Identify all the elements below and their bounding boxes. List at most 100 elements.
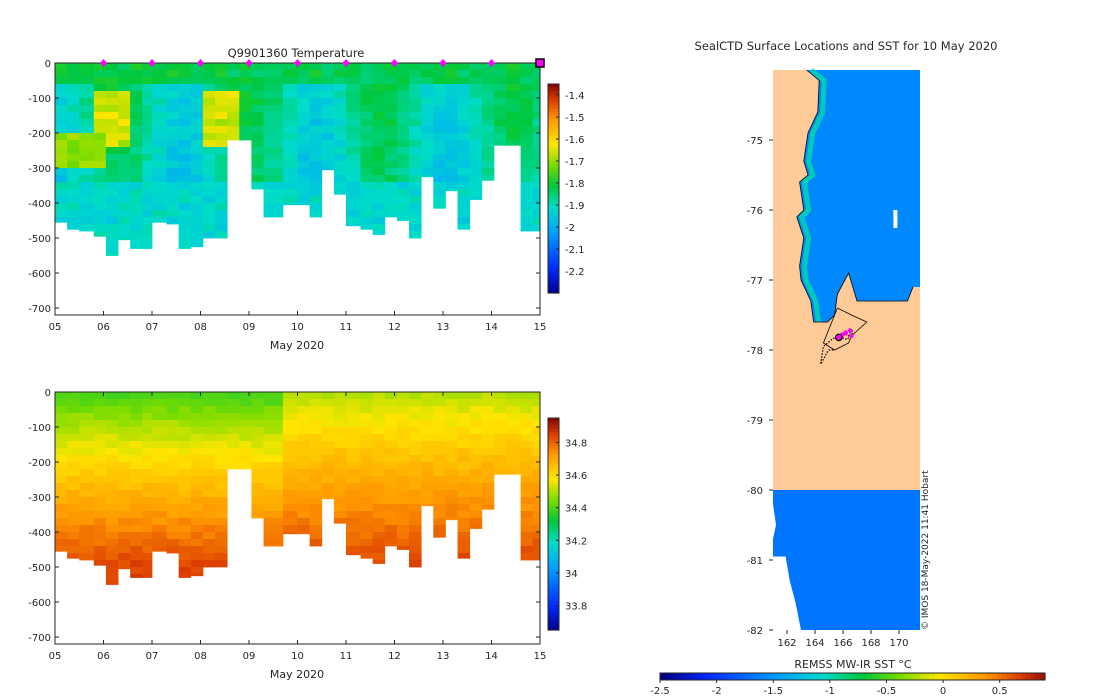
section-cell bbox=[93, 504, 107, 512]
colorbar-step bbox=[548, 545, 559, 550]
section-cell bbox=[481, 406, 495, 414]
section-cell bbox=[532, 161, 541, 169]
section-cell bbox=[384, 455, 398, 463]
section-cell bbox=[202, 77, 216, 85]
colorbar-step bbox=[548, 524, 559, 529]
section-cell bbox=[321, 392, 335, 400]
section-cell bbox=[130, 462, 143, 470]
section-cell bbox=[166, 217, 180, 225]
section-cell bbox=[346, 434, 361, 442]
section-cell bbox=[532, 210, 541, 218]
section-cell bbox=[282, 147, 298, 155]
section-cell bbox=[142, 231, 153, 239]
section-cell bbox=[105, 182, 119, 190]
section-cell bbox=[297, 427, 311, 435]
section-cell bbox=[118, 133, 131, 141]
section-cell bbox=[55, 189, 68, 197]
section-cell bbox=[251, 105, 264, 113]
colorbar-step bbox=[548, 622, 559, 628]
section-cell bbox=[360, 427, 374, 435]
section-cell bbox=[520, 105, 534, 113]
section-cell bbox=[297, 518, 311, 526]
colorbar-step bbox=[939, 673, 945, 680]
colorbar-step bbox=[548, 118, 559, 123]
section-cell bbox=[263, 105, 284, 113]
section-cell bbox=[282, 462, 298, 470]
section-cell bbox=[506, 399, 521, 407]
colorbar-step bbox=[548, 598, 559, 603]
section-cell bbox=[396, 476, 410, 484]
section-cell bbox=[251, 448, 264, 456]
section-cell bbox=[79, 189, 95, 197]
section-cell bbox=[506, 434, 521, 442]
colorbar-step bbox=[1001, 673, 1008, 680]
colorbar-step bbox=[548, 101, 559, 106]
section-cell bbox=[421, 154, 434, 162]
section-cell bbox=[409, 154, 422, 162]
section-cell bbox=[520, 63, 534, 71]
profile-marker bbox=[245, 59, 253, 67]
section-cell bbox=[372, 161, 386, 169]
section-cell bbox=[263, 98, 284, 106]
section-cell bbox=[372, 420, 386, 428]
colorbar-step bbox=[698, 673, 704, 680]
section-cell bbox=[178, 119, 192, 127]
section-cell bbox=[93, 483, 107, 491]
section-cell bbox=[346, 77, 361, 85]
section-cell bbox=[396, 217, 410, 221]
section-cell bbox=[152, 112, 167, 120]
section-cell bbox=[263, 497, 284, 505]
section-cell bbox=[346, 140, 361, 148]
section-cell bbox=[346, 217, 361, 225]
section-cell bbox=[152, 434, 167, 442]
section-cell bbox=[457, 224, 471, 230]
section-cell bbox=[520, 112, 534, 120]
section-cell bbox=[360, 546, 374, 554]
section-cell bbox=[493, 91, 507, 99]
section-cell bbox=[105, 441, 119, 449]
section-cell bbox=[166, 140, 180, 148]
section-cell bbox=[282, 98, 298, 106]
section-cell bbox=[263, 70, 284, 78]
section-cell bbox=[227, 413, 240, 421]
section-cell bbox=[263, 455, 284, 463]
section-cell bbox=[396, 406, 410, 414]
colorbar-frame bbox=[547, 417, 560, 631]
colorbar-step bbox=[548, 282, 559, 287]
section-cell bbox=[202, 175, 216, 183]
section-cell bbox=[346, 119, 361, 127]
section-cell bbox=[152, 392, 167, 400]
colorbar-step bbox=[910, 673, 916, 680]
section-cell bbox=[142, 77, 153, 85]
section-cell bbox=[445, 119, 458, 127]
section-cell bbox=[118, 84, 131, 92]
section-cell bbox=[433, 175, 446, 183]
temperature-plot bbox=[55, 63, 541, 256]
section-cell bbox=[409, 413, 422, 421]
section-cell bbox=[520, 140, 534, 148]
section-cell bbox=[118, 126, 131, 134]
section-cell bbox=[469, 168, 483, 176]
section-cell bbox=[520, 98, 534, 106]
shelf-sst bbox=[773, 490, 920, 630]
colorbar-step bbox=[895, 673, 902, 680]
missing-data-area bbox=[773, 556, 801, 630]
section-cell bbox=[118, 210, 131, 218]
colorbar-step bbox=[1040, 673, 1046, 680]
section-cell bbox=[457, 77, 471, 85]
section-cell bbox=[445, 84, 458, 92]
section-cell bbox=[79, 119, 95, 127]
section-cell bbox=[372, 231, 386, 235]
section-cell bbox=[360, 154, 374, 162]
section-cell bbox=[79, 161, 95, 169]
section-cell bbox=[469, 476, 483, 484]
temperature-colorbar: -1.4-1.5-1.6-1.7-1.8-1.9-2-2.1-2.2 bbox=[547, 83, 585, 294]
section-cell bbox=[118, 175, 131, 183]
section-cell bbox=[251, 168, 264, 176]
section-cell bbox=[445, 399, 458, 407]
colorbar-step bbox=[548, 478, 559, 483]
section-cell bbox=[93, 553, 107, 561]
section-cell bbox=[493, 441, 507, 449]
section-cell bbox=[360, 525, 374, 533]
section-cell bbox=[118, 77, 131, 85]
